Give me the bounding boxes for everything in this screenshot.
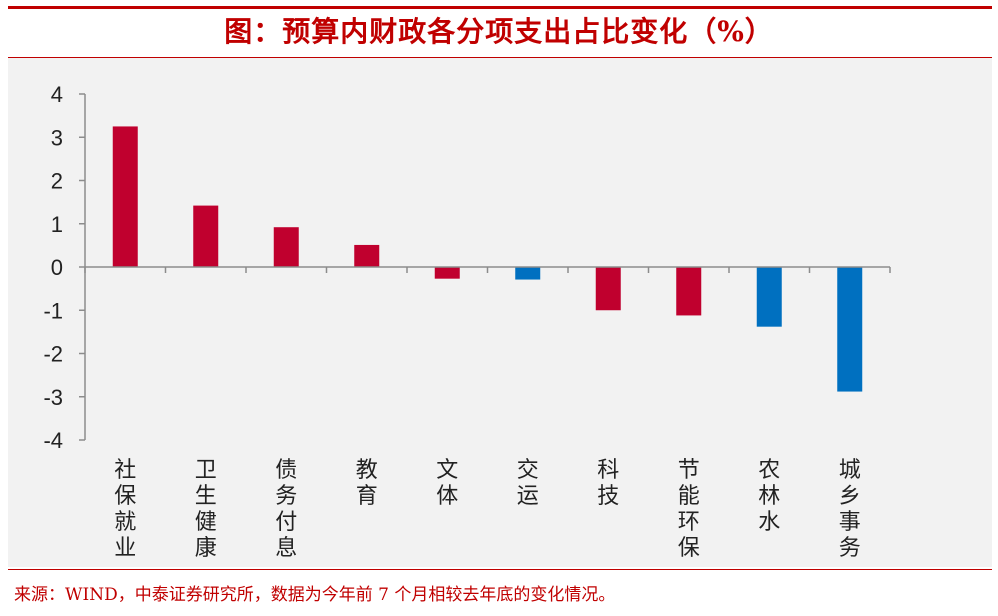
bar [756,267,782,327]
bottom-rule [8,569,992,570]
bar [595,267,621,311]
top-rule [8,6,992,9]
y-tick-label: 0 [51,255,63,280]
x-tick-label: 农林水 [758,458,780,535]
bar [434,267,460,279]
x-tick-label: 科技 [597,458,619,509]
bar [837,267,863,392]
y-tick-label: -3 [43,385,63,410]
bar [515,267,541,280]
bar [273,227,299,267]
chart-title: 图：预算内财政各分项支出占比变化（%） [224,15,774,48]
title-rule [8,57,992,58]
source-note: 来源：WIND，中泰证券研究所，数据为今年前 7 个月相较去年底的变化情况。 [14,585,616,605]
x-tick-label: 交运 [517,458,539,509]
y-tick-label: 4 [51,82,63,107]
x-tick-label: 社保就业 [114,458,136,561]
x-tick-label: 教育 [356,458,378,509]
y-tick-label: -4 [43,428,63,453]
bar [193,205,219,267]
x-tick-label: 卫生健康 [195,458,217,561]
bar [112,126,138,267]
chart-panel [8,58,992,567]
bar [676,267,702,316]
x-tick-label: 节能环保 [678,458,700,561]
y-tick-label: -1 [43,298,63,323]
y-tick-label: 3 [51,125,63,150]
y-tick-label: -2 [43,342,63,367]
bar [354,244,380,267]
x-tick-label: 债务付息 [275,458,297,561]
x-tick-label: 城乡事务 [839,458,861,561]
x-tick-label: 文体 [436,458,458,509]
y-tick-label: 1 [51,212,63,237]
y-tick-label: 2 [51,169,63,194]
